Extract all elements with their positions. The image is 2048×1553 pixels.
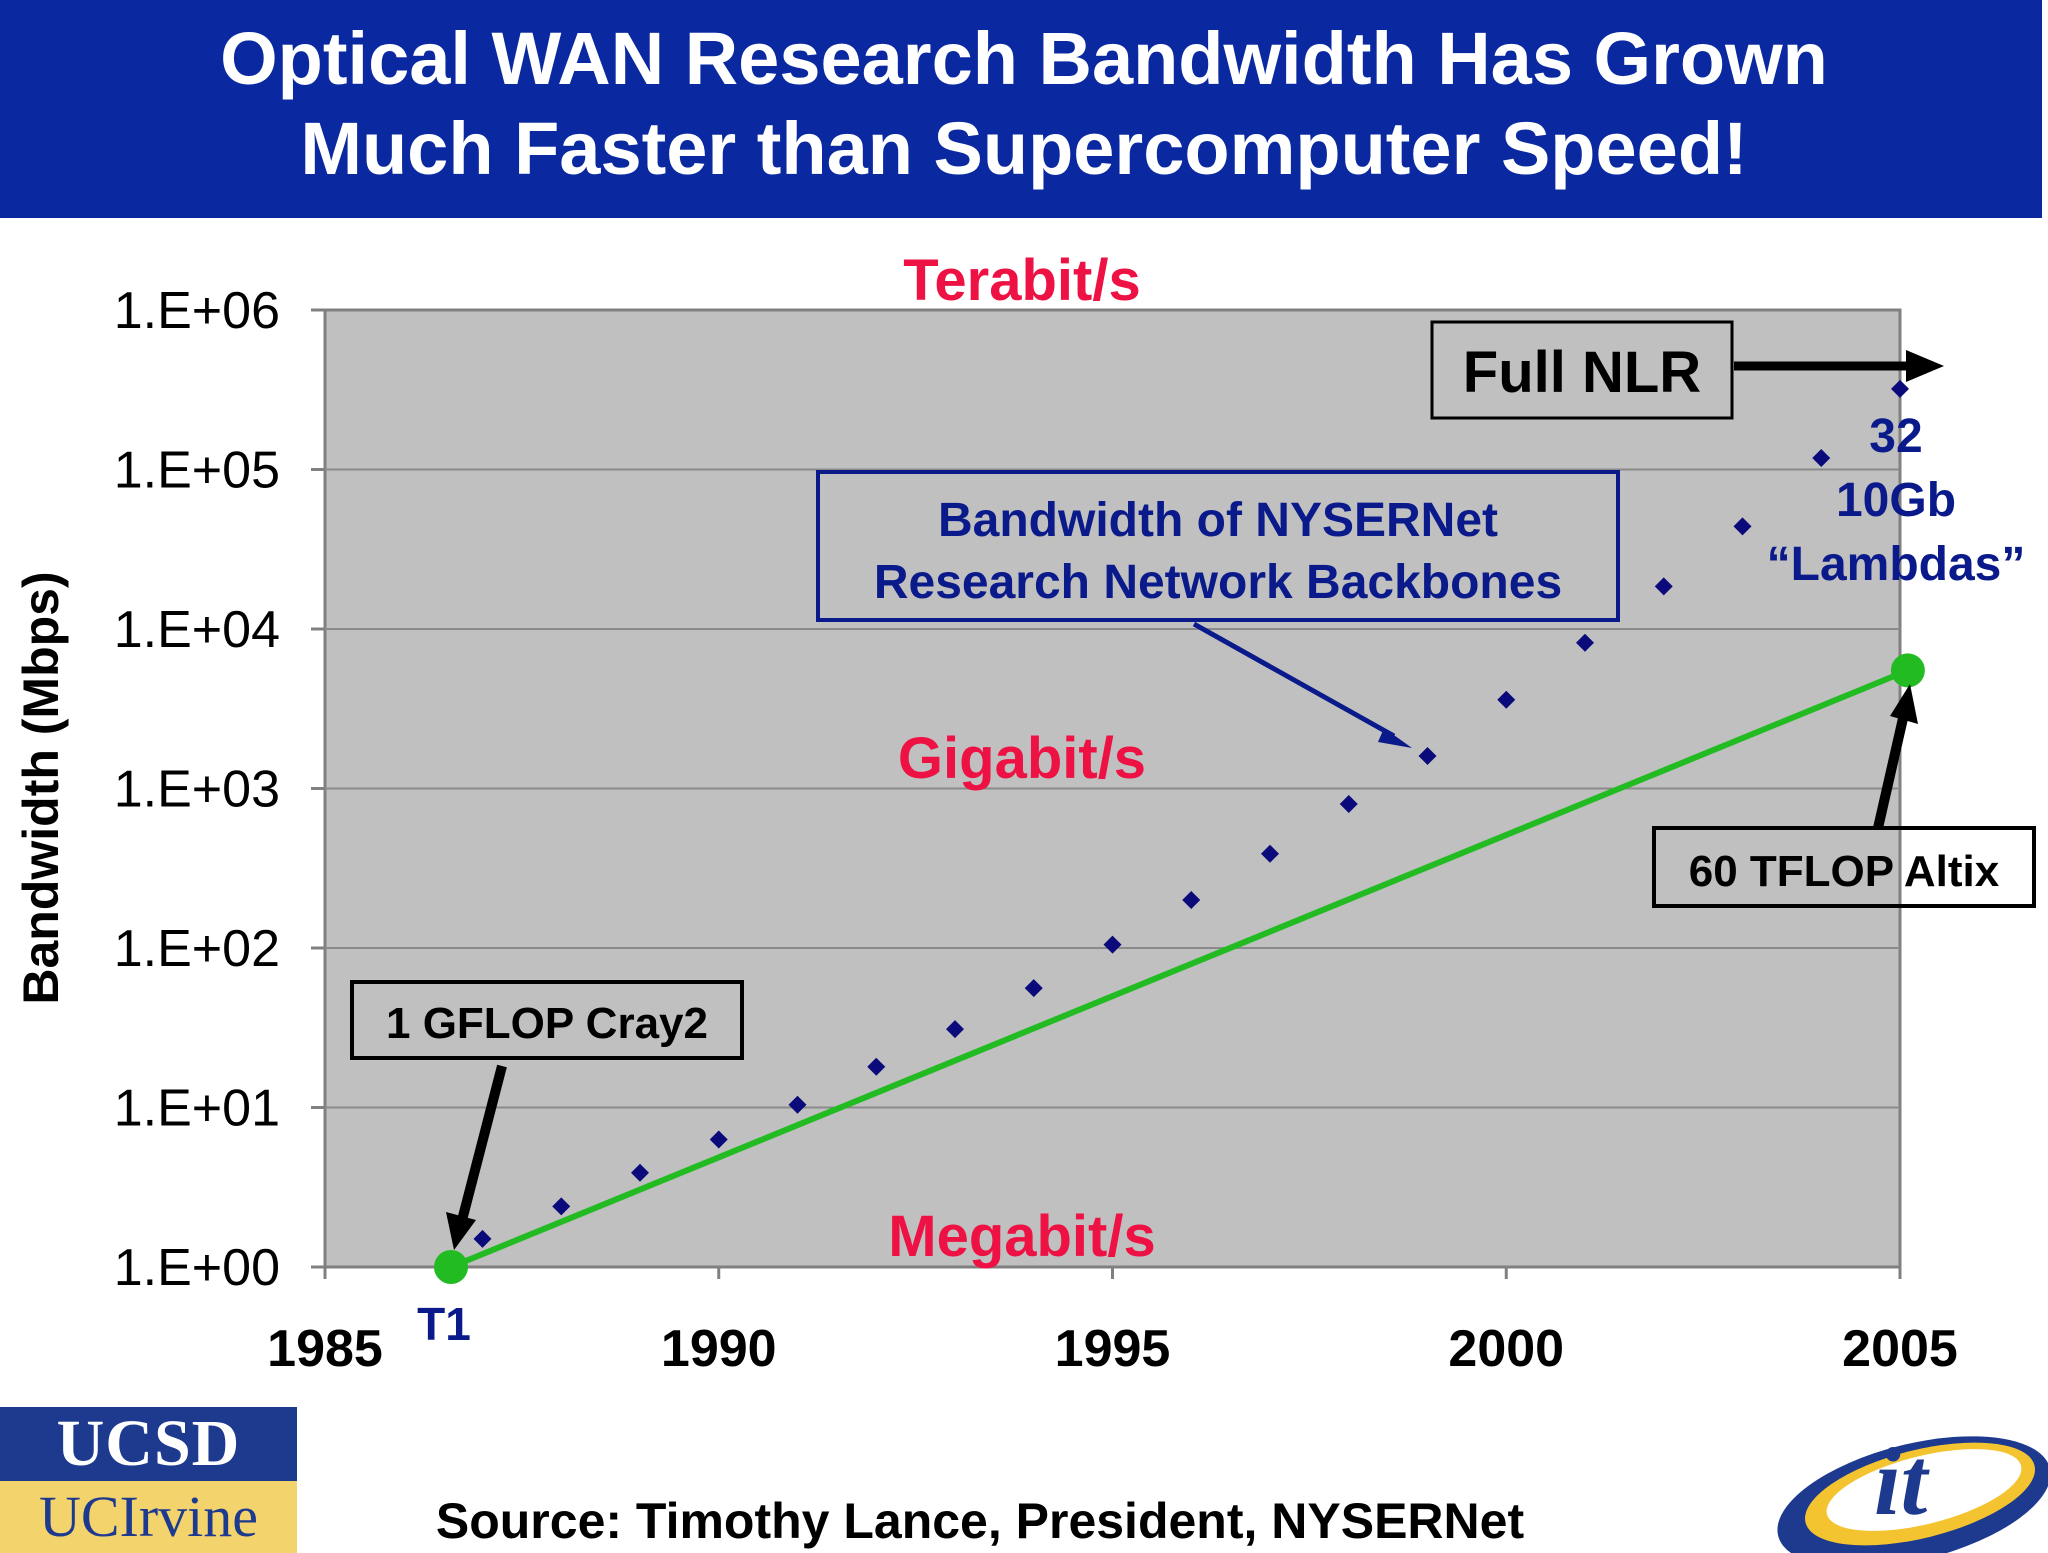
nysernet-arrow [1192, 621, 1396, 739]
it2-logo-text: it [1874, 1428, 1931, 1535]
full-nlr-label: Full NLR [1463, 340, 1701, 405]
nysernet-box [816, 470, 1620, 622]
bandwidth-data-point [552, 1197, 571, 1216]
bandwidth-data-point [1024, 979, 1043, 998]
y-axis-label: Bandwidth (Mbps) [13, 571, 69, 1004]
y-tick-label: 1.E+04 [114, 601, 280, 659]
nysernet-label-line-1: Bandwidth of NYSERNet [938, 494, 1498, 547]
ucsd-logo-text: UCSD [0, 1407, 297, 1481]
slide-title-line-1: Optical WAN Research Bandwidth Has Grown [220, 17, 1828, 100]
bandwidth-data-point [946, 1020, 964, 1039]
bandwidth-data-point [1891, 379, 1909, 398]
lambdas-label-line-2: 10Gb [1836, 474, 1956, 527]
bandwidth-data-point [1261, 844, 1279, 863]
bandwidth-data-point [473, 1229, 492, 1248]
calit2-logo: it [1777, 1428, 2048, 1553]
gigabit-label: Gigabit/s [898, 726, 1146, 791]
bandwidth-data-point [1576, 633, 1594, 652]
cray2-arrowhead [446, 1212, 476, 1250]
nysernet-label-line-2: Research Network Backbones [874, 556, 1562, 609]
cray2-point [434, 1250, 468, 1284]
nysernet-arrowhead [1378, 728, 1412, 748]
y-tick-label: 1.E+06 [114, 282, 280, 340]
altix-arrowhead [1890, 684, 1918, 724]
title-bar: Optical WAN Research Bandwidth Has Grown… [0, 0, 2048, 218]
y-tick-label: 1.E+02 [114, 920, 280, 978]
y-tick-label: 1.E+00 [114, 1239, 280, 1297]
bandwidth-data-point [1103, 935, 1122, 954]
x-tick-label: 2005 [1842, 1320, 1958, 1378]
y-tick-label: 1.E+01 [114, 1080, 280, 1138]
cray2-label: 1 GFLOP Cray2 [386, 999, 708, 1048]
source-credit: Source: Timothy Lance, President, NYSERN… [0, 1492, 2048, 1550]
x-tick-label: 1990 [661, 1320, 777, 1378]
x-tick-label: 1985 [267, 1320, 383, 1378]
y-tick-label: 1.E+05 [114, 442, 280, 500]
bandwidth-data-point [1654, 577, 1673, 596]
bandwidth-data-point [1812, 449, 1831, 468]
t1-label: T1 [417, 1298, 471, 1350]
slide-title-line-2: Much Faster than Supercomputer Speed! [300, 107, 1748, 190]
bandwidth-data-point [1418, 746, 1437, 765]
cray2-box [350, 980, 744, 1060]
bandwidth-data-point [1497, 690, 1516, 709]
full-nlr-box [1430, 320, 1734, 420]
bandwidth-data-point [1339, 794, 1358, 813]
altix-label: 60 TFLOP Altix [1689, 847, 2000, 896]
bandwidth-data-point [1733, 517, 1752, 536]
bandwidth-data-point [709, 1130, 728, 1149]
lambdas-label-line-3: “Lambdas” [1767, 538, 2026, 591]
bandwidth-data-point [1182, 890, 1201, 909]
terabit-label: Terabit/s [903, 248, 1140, 313]
megabit-label: Megabit/s [888, 1204, 1156, 1269]
ucsd-uci-logo: UCSD UCIrvine [0, 1407, 297, 1553]
y-tick-label: 1.E+03 [114, 761, 280, 819]
x-tick-label: 1995 [1055, 1320, 1171, 1378]
altix-arrow [1873, 712, 1909, 830]
x-tick-label: 2000 [1448, 1320, 1564, 1378]
supercomputer-speed-line [449, 667, 1910, 1270]
uci-logo-text: UCIrvine [0, 1481, 297, 1553]
bandwidth-data-point [867, 1057, 886, 1076]
full-nlr-arrowhead [1906, 350, 1944, 382]
bandwidth-data-point [631, 1163, 649, 1182]
source-text: Source: Timothy Lance, President, NYSERN… [435, 1493, 1525, 1549]
cray2-arrow [455, 1064, 507, 1230]
altix-box [1652, 826, 2036, 908]
altix-point [1890, 653, 1925, 688]
lambdas-label-line-1: 32 [1869, 410, 1922, 463]
bandwidth-data-point [788, 1095, 807, 1114]
